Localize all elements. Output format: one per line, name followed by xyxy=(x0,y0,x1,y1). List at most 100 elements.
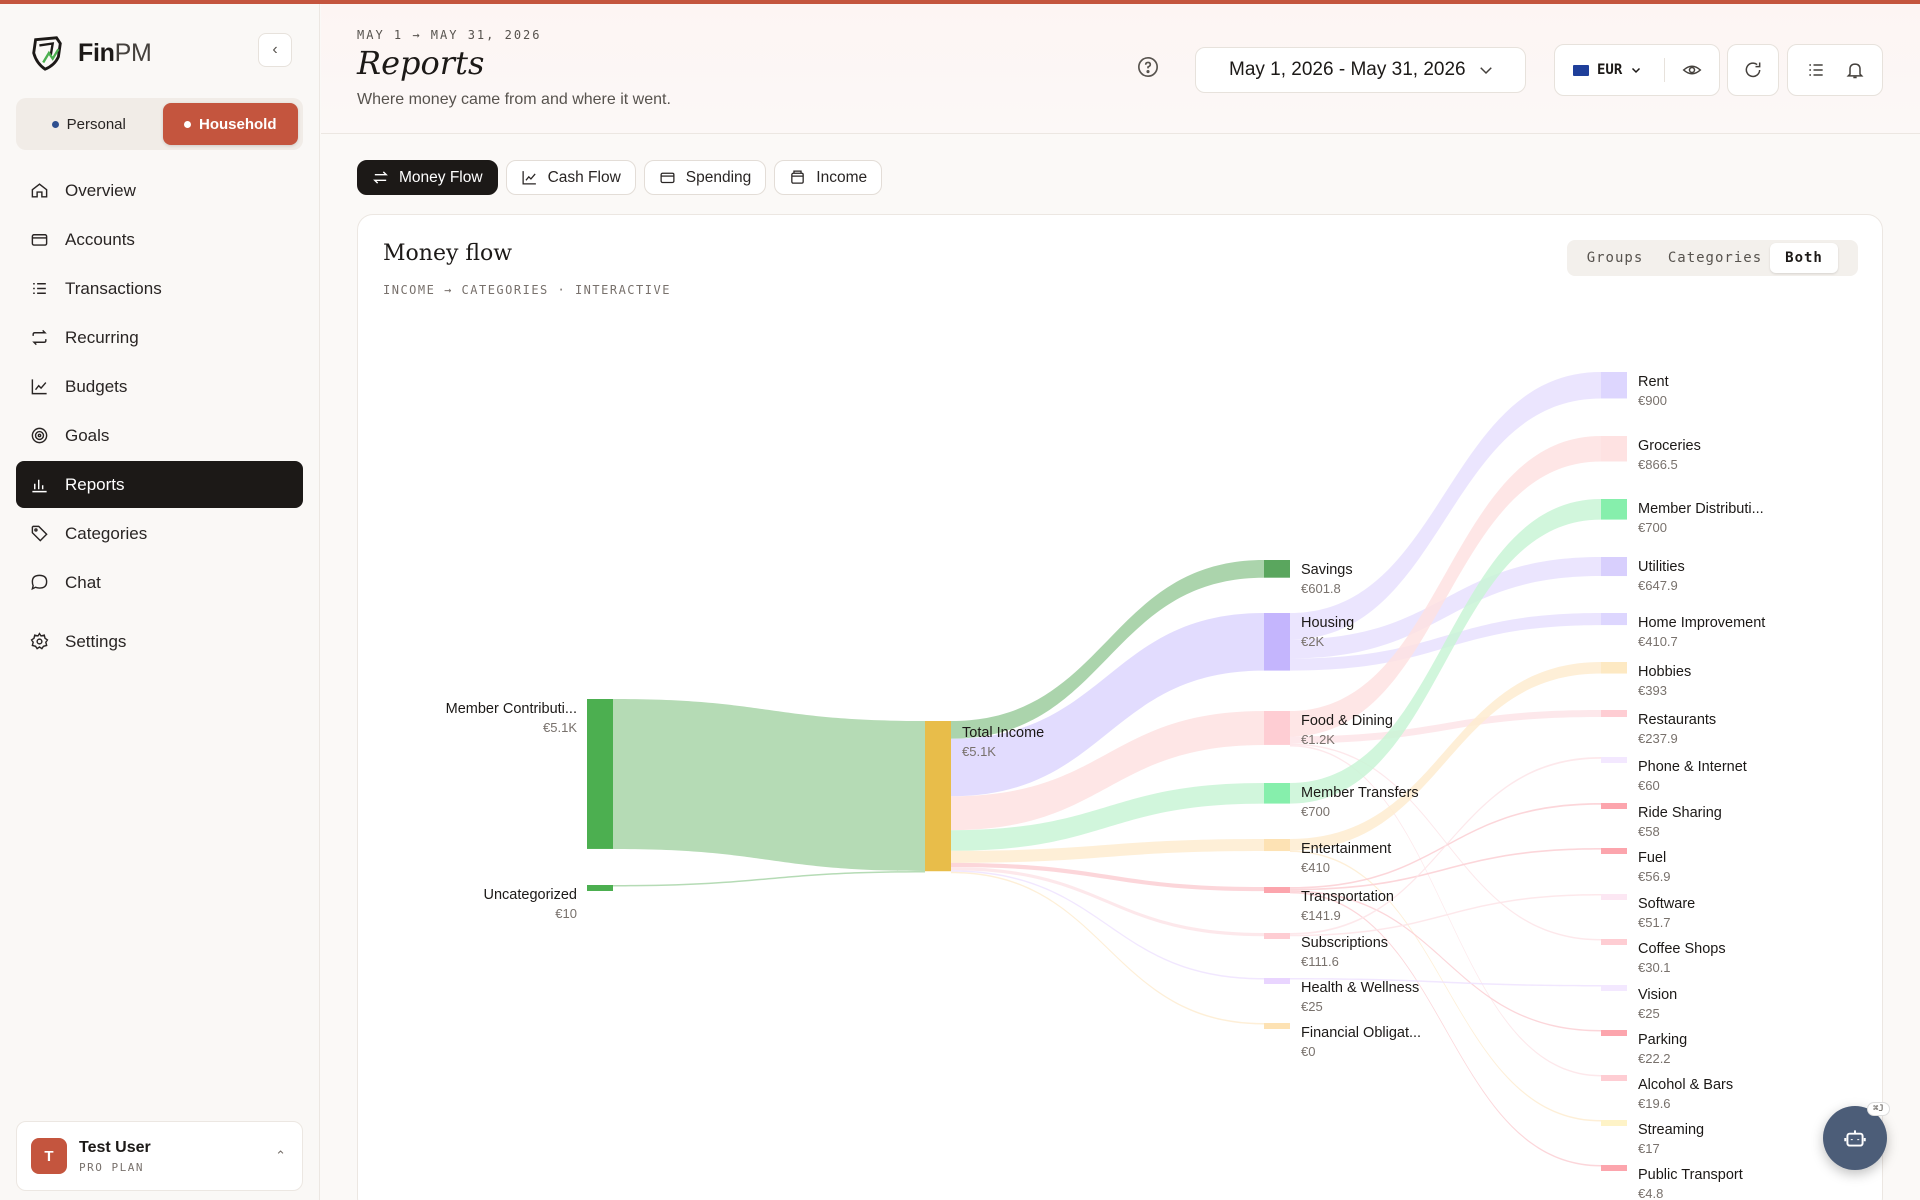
user-menu[interactable]: T Test User PRO PLAN ⌃ xyxy=(16,1121,303,1191)
sankey-node-label: Home Improvement xyxy=(1638,615,1765,631)
sidebar-item-goals[interactable]: Goals xyxy=(16,412,303,459)
sankey-node-utilities[interactable] xyxy=(1601,557,1627,577)
bell-icon[interactable] xyxy=(1845,60,1865,80)
sankey-link-food-groceries[interactable] xyxy=(1290,436,1601,737)
sankey-node-uncategorized[interactable] xyxy=(587,885,613,891)
toggle-visibility-button[interactable] xyxy=(1665,60,1719,80)
sankey-node-housing[interactable] xyxy=(1264,613,1290,671)
sankey-node-label: Member Transfers xyxy=(1301,785,1419,801)
sidebar-item-transactions[interactable]: Transactions xyxy=(16,265,303,312)
sankey-link-subscriptions-software[interactable] xyxy=(1290,894,1601,937)
sankey-node-home_improve[interactable] xyxy=(1601,613,1627,626)
divider xyxy=(1663,58,1665,82)
sankey-node-software[interactable] xyxy=(1601,894,1627,900)
sankey-link-entertainment-streaming[interactable] xyxy=(1290,850,1601,1122)
sankey-node-total_income[interactable] xyxy=(925,721,951,872)
sankey-link-transportation-public_transport[interactable] xyxy=(1290,891,1601,1167)
sankey-node-fuel[interactable] xyxy=(1601,848,1627,854)
sankey-link-total_income-member_transfers[interactable] xyxy=(951,783,1264,851)
sankey-node-public_transport[interactable] xyxy=(1601,1165,1627,1171)
workspace-household-label: Household xyxy=(199,115,277,133)
sidebar-item-label: Reports xyxy=(65,474,125,494)
currency-select[interactable]: EUR xyxy=(1555,62,1664,78)
sankey-link-housing-rent[interactable] xyxy=(1290,372,1601,640)
collapse-sidebar-button[interactable]: ‹ xyxy=(258,33,292,67)
sankey-link-entertainment-hobbies[interactable] xyxy=(1290,662,1601,851)
sankey-link-member_transfers-member_dist[interactable] xyxy=(1290,499,1601,804)
sankey-node-hobbies[interactable] xyxy=(1601,662,1627,674)
sankey-node-ride[interactable] xyxy=(1601,803,1627,809)
sankey-link-total_income-food[interactable] xyxy=(951,711,1264,831)
sankey-node-savings[interactable] xyxy=(1264,560,1290,578)
sankey-node-member_contrib[interactable] xyxy=(587,699,613,849)
sankey-link-transportation-parking[interactable] xyxy=(1290,890,1601,1032)
app-logo[interactable]: FinPM xyxy=(28,34,152,72)
sankey-node-rent[interactable] xyxy=(1601,372,1627,399)
help-icon[interactable] xyxy=(1137,56,1159,78)
view-mode-groups[interactable]: Groups xyxy=(1586,250,1644,266)
sankey-link-total_income-savings[interactable] xyxy=(951,560,1264,739)
tab-cash-flow[interactable]: Cash Flow xyxy=(505,160,636,195)
sidebar-item-overview[interactable]: Overview xyxy=(16,167,303,214)
sidebar-item-budgets[interactable]: Budgets xyxy=(16,363,303,410)
sankey-link-total_income-housing[interactable] xyxy=(951,613,1264,797)
sidebar-item-settings[interactable]: Settings xyxy=(16,618,303,665)
view-mode-both[interactable]: Both xyxy=(1770,243,1838,273)
sankey-node-alcohol[interactable] xyxy=(1601,1075,1627,1081)
sidebar-item-categories[interactable]: Categories xyxy=(16,510,303,557)
header-actions-group xyxy=(1787,44,1883,96)
tab-income[interactable]: Income xyxy=(774,160,883,195)
sankey-node-groceries[interactable] xyxy=(1601,436,1627,462)
sankey-link-total_income-financial[interactable] xyxy=(951,871,1264,1025)
sidebar-item-recurring[interactable]: Recurring xyxy=(16,314,303,361)
refresh-button[interactable] xyxy=(1727,44,1779,96)
line-chart-icon xyxy=(522,171,536,185)
sankey-link-housing-utilities[interactable] xyxy=(1290,557,1601,659)
sankey-node-value: €0 xyxy=(1301,1044,1315,1059)
date-range-picker[interactable]: May 1, 2026 - May 31, 2026 xyxy=(1195,47,1526,93)
sankey-node-streaming[interactable] xyxy=(1601,1120,1627,1126)
workspace-household[interactable]: Household xyxy=(162,103,298,145)
sankey-node-subscriptions[interactable] xyxy=(1264,933,1290,939)
sankey-node-entertainment[interactable] xyxy=(1264,839,1290,852)
sankey-link-food-alcohol[interactable] xyxy=(1290,744,1601,1077)
tab-money-flow[interactable]: Money Flow xyxy=(357,160,498,195)
sidebar-item-reports[interactable]: Reports xyxy=(16,461,303,508)
sankey-link-member_contrib-total_income[interactable] xyxy=(613,699,925,871)
sankey-link-uncategorized-total_income[interactable] xyxy=(613,870,925,887)
workspace-switch: Personal Household xyxy=(16,98,303,150)
sankey-link-transportation-fuel[interactable] xyxy=(1290,848,1601,891)
sankey-node-transportation[interactable] xyxy=(1264,887,1290,893)
sidebar-item-accounts[interactable]: Accounts xyxy=(16,216,303,263)
assistant-button[interactable] xyxy=(1823,1106,1887,1170)
sankey-link-total_income-health[interactable] xyxy=(951,870,1264,980)
workspace-personal[interactable]: Personal xyxy=(21,103,157,145)
sankey-node-parking[interactable] xyxy=(1601,1030,1627,1036)
view-mode-categories[interactable]: Categories xyxy=(1667,250,1763,266)
sankey-link-subscriptions-phone[interactable] xyxy=(1290,757,1601,935)
sankey-node-restaurants[interactable] xyxy=(1601,710,1627,717)
sidebar-item-chat[interactable]: Chat xyxy=(16,559,303,606)
sankey-node-coffee[interactable] xyxy=(1601,939,1627,945)
sankey-node-value: €19.6 xyxy=(1638,1096,1671,1111)
card-title: Money flow xyxy=(383,241,513,266)
sankey-node-member_dist[interactable] xyxy=(1601,499,1627,520)
sankey-link-total_income-subscriptions[interactable] xyxy=(951,867,1264,937)
tab-label: Cash Flow xyxy=(547,168,621,186)
sankey-link-health-vision[interactable] xyxy=(1290,978,1601,987)
sankey-chart[interactable]: Member Contributi... €5.1K Uncategorized €1… xyxy=(358,215,1884,1200)
sankey-link-total_income-entertainment[interactable] xyxy=(951,839,1264,863)
list-icon[interactable] xyxy=(1806,60,1826,80)
sankey-node-financial[interactable] xyxy=(1264,1023,1290,1029)
sankey-node-value: €56.9 xyxy=(1638,869,1671,884)
sankey-node-phone[interactable] xyxy=(1601,757,1627,763)
sankey-link-total_income-transportation[interactable] xyxy=(951,862,1264,892)
sankey-link-food-coffee[interactable] xyxy=(1290,743,1601,941)
tab-label: Money Flow xyxy=(399,168,483,186)
sankey-link-food-restaurants[interactable] xyxy=(1290,710,1601,744)
tab-spending[interactable]: Spending xyxy=(643,160,767,195)
sankey-node-member_transfers[interactable] xyxy=(1264,783,1290,804)
sankey-node-health[interactable] xyxy=(1264,978,1290,984)
sankey-node-vision[interactable] xyxy=(1601,985,1627,991)
sankey-node-food[interactable] xyxy=(1264,711,1290,745)
